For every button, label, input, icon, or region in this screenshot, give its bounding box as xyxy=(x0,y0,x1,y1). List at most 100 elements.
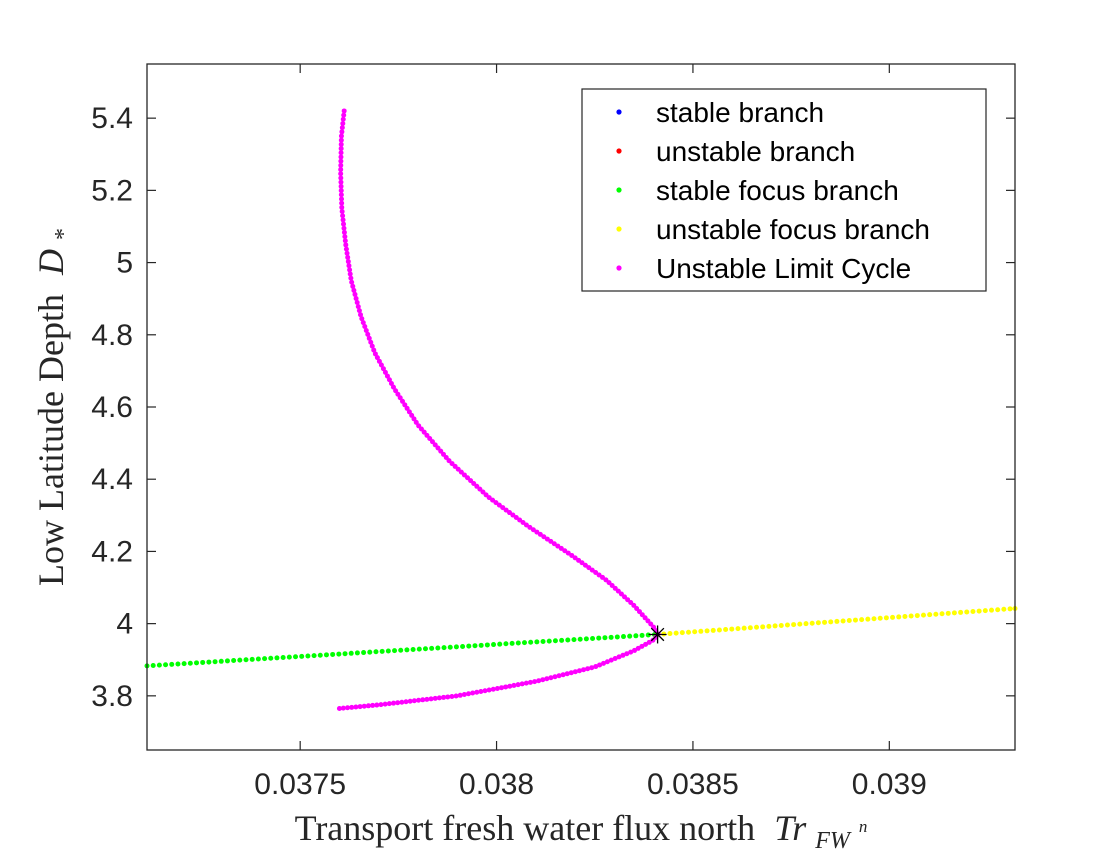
data-point xyxy=(379,648,385,654)
data-point xyxy=(590,635,596,641)
x-tick-label: 0.038 xyxy=(459,768,534,801)
data-point xyxy=(390,384,396,390)
data-point xyxy=(710,627,716,633)
data-point xyxy=(540,639,546,645)
data-point xyxy=(341,221,347,227)
data-point xyxy=(920,612,926,618)
y-tick-label: 5 xyxy=(116,247,133,280)
data-point xyxy=(436,695,442,701)
data-point xyxy=(766,623,772,629)
data-point xyxy=(403,699,409,705)
data-point xyxy=(376,358,382,364)
x-axis-title-text: Transport fresh water flux north xyxy=(295,808,756,848)
bifurcation-marker xyxy=(648,625,667,644)
data-point xyxy=(852,617,858,623)
data-point xyxy=(995,607,1001,613)
data-point xyxy=(601,660,606,666)
data-point xyxy=(964,609,970,615)
data-point xyxy=(507,683,513,689)
data-point xyxy=(809,620,815,626)
data-point xyxy=(343,246,349,252)
data-point xyxy=(342,651,348,657)
data-point xyxy=(341,229,347,235)
data-point xyxy=(559,637,565,643)
data-point xyxy=(349,704,355,710)
data-point xyxy=(621,634,626,640)
data-point xyxy=(274,655,280,661)
series-unstable-focus-branch xyxy=(655,605,1018,637)
data-point xyxy=(218,658,224,664)
data-point xyxy=(367,649,373,655)
legend-marker xyxy=(616,109,622,115)
data-point xyxy=(822,619,828,625)
data-point xyxy=(472,643,478,649)
data-point xyxy=(646,639,652,645)
data-point xyxy=(608,634,614,640)
data-point xyxy=(639,632,645,638)
data-point xyxy=(339,129,345,135)
data-point xyxy=(400,398,405,404)
data-point xyxy=(791,622,797,628)
legend-marker xyxy=(616,226,622,232)
data-point xyxy=(353,295,359,301)
series-stable-focus-branch xyxy=(144,631,661,669)
y-axis-title: Low Latitude Depth D * xyxy=(31,228,77,586)
data-point xyxy=(564,671,570,677)
data-point xyxy=(890,614,896,620)
data-point xyxy=(378,362,384,368)
data-point xyxy=(519,681,525,687)
data-point xyxy=(540,677,546,683)
data-point xyxy=(530,527,536,533)
legend-marker xyxy=(616,265,622,271)
data-point xyxy=(576,668,582,674)
y-tick-label: 5.4 xyxy=(91,102,133,135)
data-point xyxy=(342,238,348,244)
data-point xyxy=(338,154,344,160)
data-point xyxy=(340,116,346,122)
data-point xyxy=(958,609,964,615)
data-point xyxy=(181,661,187,667)
data-point xyxy=(330,651,336,657)
data-point xyxy=(509,640,515,646)
data-point xyxy=(338,158,344,164)
data-point xyxy=(474,689,480,695)
data-point xyxy=(340,213,346,219)
data-point xyxy=(883,615,889,621)
data-point xyxy=(478,642,484,648)
data-point xyxy=(353,704,359,710)
data-point xyxy=(356,308,362,314)
data-point xyxy=(386,377,392,383)
data-point xyxy=(348,275,354,281)
data-point xyxy=(382,701,388,707)
data-point xyxy=(385,648,391,654)
data-point xyxy=(1007,606,1013,612)
data-point xyxy=(338,141,344,147)
data-point xyxy=(338,137,344,143)
data-point xyxy=(231,658,237,664)
data-point xyxy=(345,254,351,260)
data-point xyxy=(466,643,472,649)
data-point xyxy=(255,656,261,662)
data-point xyxy=(633,633,639,639)
data-point xyxy=(368,339,374,345)
data-point xyxy=(453,644,459,650)
data-point xyxy=(416,646,422,652)
data-point xyxy=(896,614,902,620)
data-point xyxy=(362,324,368,330)
data-point xyxy=(349,279,355,285)
data-point xyxy=(548,675,554,681)
data-point xyxy=(643,641,649,647)
x-axis: 0.0375 0.038 0.0385 0.039 xyxy=(254,64,927,801)
data-point xyxy=(544,676,550,682)
data-point xyxy=(224,658,230,664)
data-point xyxy=(268,655,274,661)
data-point xyxy=(602,635,608,641)
data-point xyxy=(834,618,840,624)
data-point xyxy=(741,625,747,631)
data-point xyxy=(343,242,349,248)
marker-stroke xyxy=(650,627,665,642)
y-tick-label: 3.8 xyxy=(91,680,133,713)
data-point xyxy=(565,637,571,643)
data-point xyxy=(902,613,908,619)
